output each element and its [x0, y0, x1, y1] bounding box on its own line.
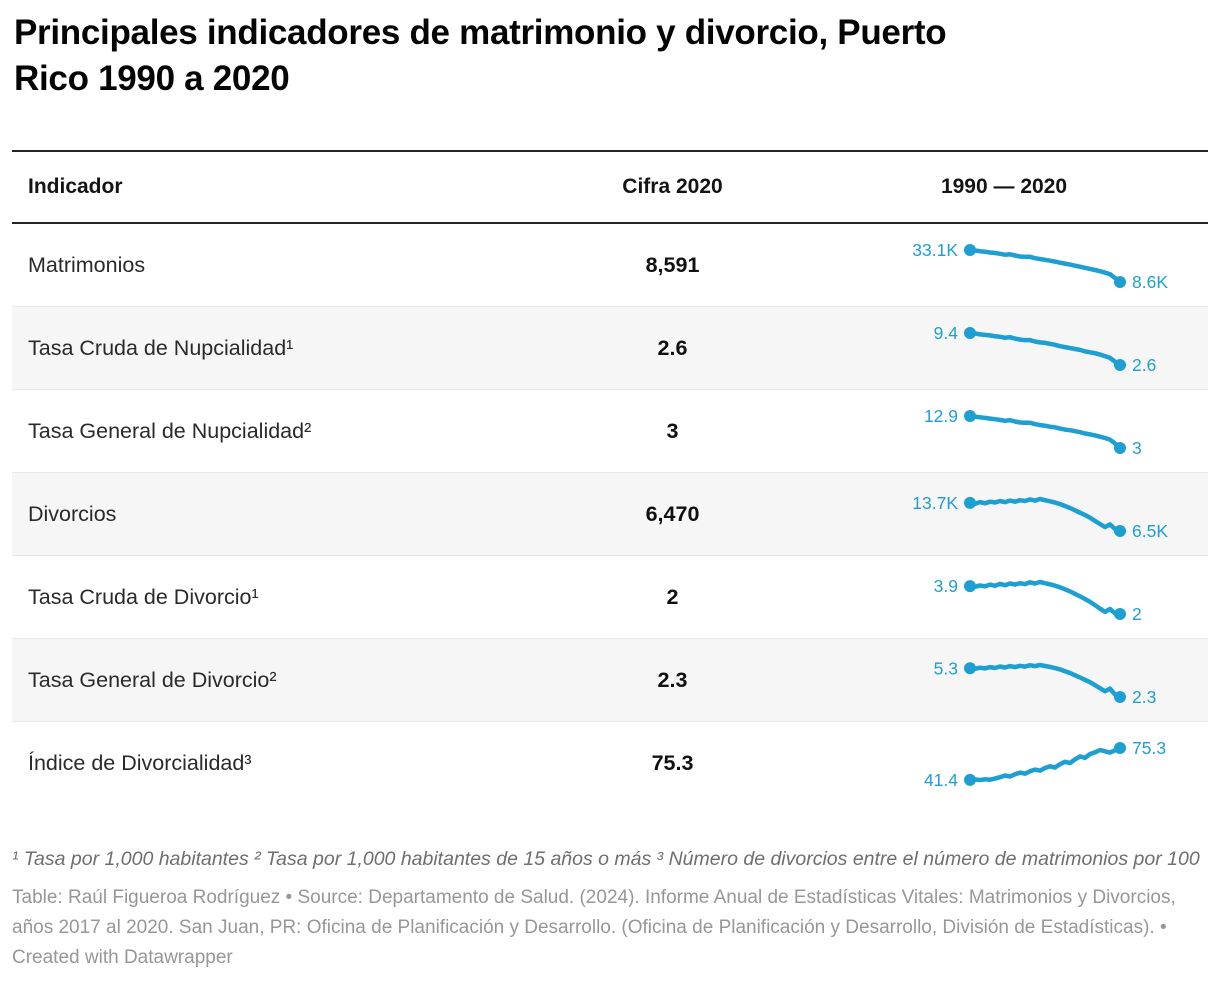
- table-header-row: Indicador Cifra 2020 1990 — 2020: [12, 150, 1208, 224]
- table-row: Tasa General de Divorcio² 2.3 5.3 2.3: [12, 638, 1208, 721]
- sparkline-end-dot: [1114, 359, 1126, 371]
- footnotes-text: ¹ Tasa por 1,000 habitantes ² Tasa por 1…: [12, 848, 1200, 870]
- value-2020: 3: [666, 418, 679, 443]
- sparkline-end-dot: [1114, 742, 1126, 754]
- sparkline-start-dot: [964, 580, 976, 593]
- sparkline-cell: 13.7K 6.5K: [800, 473, 1208, 555]
- sparkline-start-label: 3.9: [934, 576, 958, 596]
- sparkline-start-label: 13.7K: [912, 493, 958, 513]
- table-row: Matrimonios 8,591 33.1K 8.6K: [12, 224, 1208, 306]
- sparkline-end-dot: [1114, 691, 1126, 703]
- value-2020: 8,591: [645, 252, 700, 277]
- sparkline-line: [967, 745, 1123, 783]
- sparkline-end-dot: [1114, 608, 1126, 620]
- sparkline-line: [967, 247, 1123, 285]
- sparkline-cell: 5.3 2.3: [800, 639, 1208, 721]
- sparkline-end-dot: [1114, 276, 1126, 288]
- sparkline-chart: 3.92: [934, 576, 1142, 624]
- sparkline-end-label: 75.3: [1132, 738, 1166, 758]
- table-row: Tasa Cruda de Divorcio¹ 2 3.9 2: [12, 555, 1208, 638]
- sparkline-chart: 9.4 2.6: [934, 323, 1157, 375]
- chart-title-line-1: Principales indicadores de matrimonio y …: [14, 13, 947, 52]
- value-2020: 2.6: [657, 335, 688, 360]
- table-row: Tasa General de Nupcialidad² 3 12.9 3: [12, 389, 1208, 472]
- sparkline-line: [967, 413, 1123, 451]
- sparkline-line: [967, 496, 1123, 534]
- sparkline-end-label: 2.6: [1132, 355, 1156, 375]
- sparkline-cell: 33.1K 8.6K: [800, 224, 1208, 306]
- sparkline-line: [967, 662, 1123, 700]
- sparkline-cell: 3.9 2: [800, 556, 1208, 638]
- sparkline-end-label: 2.3: [1132, 687, 1156, 707]
- sparkline-start-label: 12.9: [924, 406, 958, 426]
- sparkline-start-dot: [964, 773, 976, 786]
- sparkline-start-dot: [964, 496, 976, 509]
- sparkline-chart: 41.4 75.3: [924, 738, 1166, 790]
- datawrapper-table-chart: Principales indicadores de matrimonio y …: [0, 10, 1220, 973]
- table-row: Divorcios 6,470 13.7K 6.5K: [12, 472, 1208, 555]
- indicator-label: Tasa General de Divorcio²: [28, 667, 277, 692]
- sparkline-line: [967, 330, 1123, 368]
- sparkline-start-label: 5.3: [934, 658, 958, 678]
- sparkline-end-dot: [1114, 525, 1126, 537]
- sparkline-start-label: 33.1K: [912, 240, 958, 260]
- sparkline-end-label: 2: [1132, 604, 1142, 624]
- indicator-table: Indicador Cifra 2020 1990 — 2020 Matrimo…: [12, 150, 1208, 804]
- table-row: Índice de Divorcialidad³ 75.3 41.4 75.3: [12, 721, 1208, 804]
- table-row: Tasa Cruda de Nupcialidad¹ 2.6 9.4 2.6: [12, 306, 1208, 389]
- chart-title-line-2: Rico 1990 a 2020: [14, 59, 290, 98]
- indicator-label: Tasa General de Nupcialidad²: [28, 418, 312, 443]
- column-header-indicador: Indicador: [28, 175, 123, 198]
- sparkline-line: [967, 579, 1123, 617]
- table-body: Matrimonios 8,591 33.1K 8.6K Tasa Cruda de N…: [12, 224, 1208, 804]
- indicator-label: Tasa Cruda de Divorcio¹: [28, 584, 259, 609]
- sparkline-start-dot: [964, 662, 976, 675]
- indicator-label: Matrimonios: [28, 252, 146, 277]
- value-2020: 75.3: [651, 750, 694, 775]
- sparkline-cell: 41.4 75.3: [800, 722, 1208, 804]
- source-credit-text: Table: Raúl Figueroa Rodríguez • Source:…: [12, 887, 1176, 968]
- sparkline-start-dot: [964, 410, 976, 422]
- column-header-1990-2020: 1990 — 2020: [940, 175, 1068, 198]
- sparkline-cell: 9.4 2.6: [800, 307, 1208, 389]
- value-2020: 2.3: [657, 667, 688, 692]
- indicator-label: Tasa Cruda de Nupcialidad¹: [28, 335, 294, 360]
- sparkline-start-dot: [964, 327, 976, 339]
- indicator-label: Divorcios: [28, 501, 117, 526]
- indicator-label: Índice de Divorcialidad³: [28, 750, 252, 775]
- sparkline-chart: 33.1K 8.6K: [912, 240, 1168, 292]
- sparkline-end-label: 8.6K: [1132, 272, 1168, 292]
- sparkline-start-dot: [964, 244, 976, 256]
- sparkline-chart: 5.3 2.3: [934, 658, 1157, 707]
- sparkline-cell: 12.9 3: [800, 390, 1208, 472]
- sparkline-end-label: 3: [1132, 438, 1142, 458]
- sparkline-chart: 12.93: [924, 406, 1142, 458]
- column-header-cifra-2020: Cifra 2020: [622, 175, 723, 198]
- sparkline-start-label: 41.4: [924, 770, 958, 790]
- sparkline-chart: 13.7K 6.5K: [912, 493, 1168, 541]
- value-2020: 6,470: [645, 501, 700, 526]
- sparkline-end-label: 6.5K: [1132, 521, 1168, 541]
- sparkline-start-label: 9.4: [934, 323, 959, 343]
- sparkline-end-dot: [1114, 442, 1126, 454]
- chart-title: Principales indicadores de matrimonio y …: [14, 10, 1206, 102]
- value-2020: 2: [666, 584, 679, 609]
